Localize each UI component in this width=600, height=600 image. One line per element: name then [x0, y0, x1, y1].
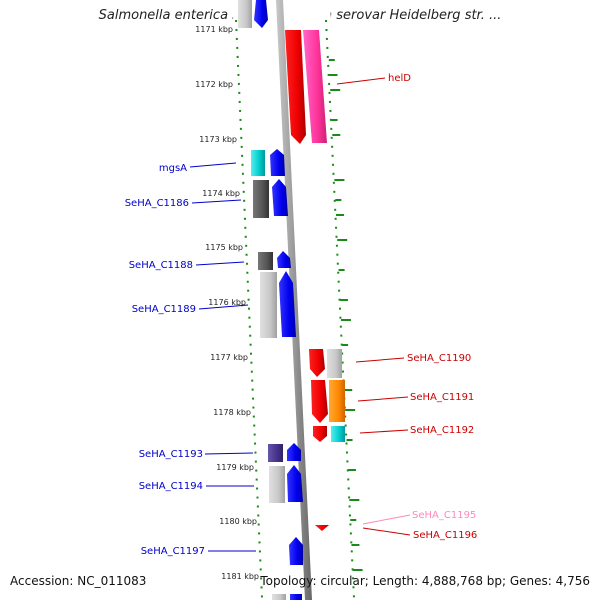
gene-label-SeHA_C1186: SeHA_C1186 [125, 198, 189, 209]
gene-label-helD: helD [388, 73, 411, 84]
gc-content-track [235, 19, 355, 599]
gene-label-SeHA_C1196: SeHA_C1196 [413, 530, 477, 541]
tick-label: 1179 kbp [216, 463, 254, 472]
gene-SeHA_C1196 [315, 525, 329, 531]
leader-mgsA [189, 162, 237, 168]
leader-SeHA_C1195 [362, 514, 411, 525]
tick-label: 1181 kbp [221, 572, 259, 581]
gene-label-SeHA_C1192: SeHA_C1192 [410, 425, 474, 436]
gene-SeHA_C1193 [287, 443, 301, 461]
leader-helD [336, 77, 386, 85]
gene-SeHA_C1188-box [258, 252, 273, 270]
gene-label-SeHA_C1193: SeHA_C1193 [139, 449, 203, 460]
gene-label-SeHA_C1197: SeHA_C1197 [141, 546, 205, 557]
gene-mgsA [270, 149, 285, 176]
leader-SeHA_C1196 [362, 527, 411, 536]
gene-label-SeHA_C1191: SeHA_C1191 [410, 392, 474, 403]
gene-helD-pink [303, 30, 327, 143]
leader-SeHA_C1190 [355, 357, 405, 363]
gene-SeHA_C1193-box [268, 444, 283, 462]
tick-label: 1174 kbp [202, 189, 240, 198]
leader-SeHA_C1188 [195, 261, 245, 266]
gene-label-SeHA_C1190: SeHA_C1190 [407, 353, 471, 364]
gc-skew-marks [328, 59, 363, 571]
tick-label: 1177 kbp [210, 353, 248, 362]
leader-SeHA_C1186 [191, 199, 242, 204]
leader-SeHA_C1193 [204, 452, 254, 455]
tick-label: 1176 kbp [208, 298, 246, 307]
tick-label: 1173 kbp [199, 135, 237, 144]
gene-SeHA_C1186-box [253, 180, 269, 218]
gene-helD [285, 30, 306, 144]
gene-mgsA-box [251, 150, 265, 176]
gene-partial-top [238, 0, 252, 28]
gene-label-mgsA: mgsA [159, 163, 187, 174]
gene-label-SeHA_C1194: SeHA_C1194 [139, 481, 203, 492]
gene-SeHA_C1194-box [269, 466, 285, 503]
gene-label-SeHA_C1195: SeHA_C1195 [412, 510, 476, 521]
leader-SeHA_C1189 [198, 304, 249, 310]
gene-SeHA_C1192-box [331, 426, 345, 442]
leader-SeHA_C1191 [357, 396, 409, 402]
tick-label: 1178 kbp [213, 408, 251, 417]
gene-SeHA_C1189-box [260, 272, 277, 338]
gene-SeHA_C1194 [287, 465, 303, 502]
gene-SeHA_C1197 [289, 537, 303, 565]
tick-label: 1180 kbp [219, 517, 257, 526]
gene-SeHA_C1190 [309, 349, 325, 377]
tick-label: 1171 kbp [195, 25, 233, 34]
gene-SeHA_C1189 [279, 271, 296, 337]
gene-partial-bottom-blue [290, 594, 302, 600]
gene-label-SeHA_C1188: SeHA_C1188 [129, 260, 193, 271]
gene-label-SeHA_C1189: SeHA_C1189 [132, 304, 196, 315]
gene-SeHA_C1192 [313, 426, 327, 442]
gene-SeHA_C1186 [272, 179, 288, 216]
gene-partial-bottom [272, 594, 286, 600]
gene-SeHA_C1191 [311, 380, 328, 423]
gene-SeHA_C1191-box [329, 380, 345, 422]
accession-label: Accession: NC_011083 [10, 574, 147, 588]
tick-label: 1172 kbp [195, 80, 233, 89]
topology-label: Topology: circular; Length: 4,888,768 bp… [260, 574, 590, 588]
genome-backbone [276, 0, 312, 600]
leader-SeHA_C1192 [359, 429, 409, 434]
gene-SeHA_C1190-box [327, 349, 342, 378]
tick-label: 1175 kbp [205, 243, 243, 252]
gene-partial-top-blue [254, 0, 268, 28]
gene-SeHA_C1188 [277, 251, 291, 268]
